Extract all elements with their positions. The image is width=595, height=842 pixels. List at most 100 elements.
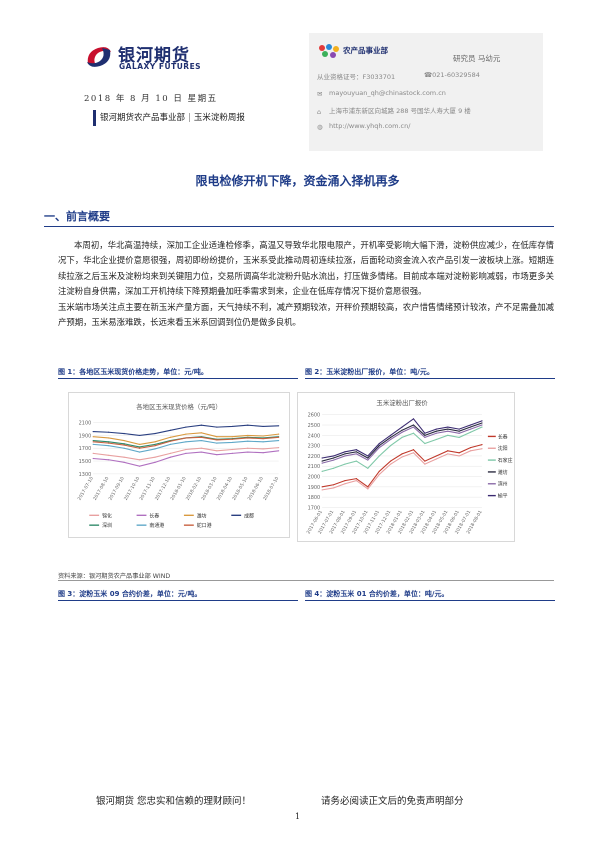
data-point bbox=[367, 457, 369, 459]
data-point bbox=[169, 452, 172, 454]
footer-disclaimer[interactable]: 请务必阅读正文后的免责声明部分 bbox=[321, 796, 464, 807]
y-tick-label: 1700 bbox=[79, 446, 92, 452]
data-point bbox=[390, 463, 392, 465]
data-point bbox=[92, 441, 94, 443]
x-tick-label: 2018-05-10 bbox=[231, 476, 249, 502]
data-point bbox=[154, 441, 156, 443]
data-point bbox=[344, 480, 346, 482]
chart-title: 各地区玉米现货价格（元/吨） bbox=[136, 402, 221, 411]
chart-2-svg: 玉米淀粉出厂报价 2600 2500 2400 2300 2200 2100 2000 1900… bbox=[306, 398, 513, 535]
data-point bbox=[123, 456, 125, 458]
data-point bbox=[481, 448, 483, 450]
data-point bbox=[458, 436, 460, 438]
website-row: ◍ http://www.yhqh.com.cn/ bbox=[317, 122, 410, 131]
data-point bbox=[447, 453, 449, 455]
data-point bbox=[247, 440, 249, 442]
data-point bbox=[378, 470, 380, 472]
data-point bbox=[481, 426, 483, 428]
data-point bbox=[355, 460, 357, 462]
data-point bbox=[435, 455, 437, 457]
data-point bbox=[216, 426, 218, 428]
data-point bbox=[154, 445, 156, 447]
x-tick-label: 2018-04-10 bbox=[216, 476, 234, 502]
data-point bbox=[185, 452, 187, 454]
data-point bbox=[154, 443, 156, 445]
chart-corn-spot-prices: 各地区玉米现货价格（元/吨） 2100 1900 1700 1500 1300 2017-0… bbox=[68, 392, 290, 538]
data-point bbox=[200, 432, 202, 434]
data-point bbox=[262, 448, 264, 450]
data-point bbox=[108, 445, 110, 447]
data-point bbox=[92, 436, 94, 438]
summary-body: 本周初，华北高温持续，深加工企业适逢检修季，高温又导致华北限电限产，开机率受影响… bbox=[58, 238, 554, 330]
legend-label: 长春 bbox=[498, 433, 508, 440]
x-tick-label: 2017-09-10 bbox=[108, 476, 126, 502]
data-point bbox=[378, 442, 380, 445]
y-tick-label: 1900 bbox=[79, 433, 92, 439]
y-tick-label: 2600 bbox=[308, 413, 321, 419]
department-badge: 农产品事业部 bbox=[317, 41, 417, 59]
company-logo: 银河期货 GALAXY FUTURES bbox=[84, 40, 224, 76]
data-point bbox=[231, 452, 233, 454]
qualification-number: 从业资格证号：F3033701 bbox=[317, 73, 396, 81]
data-point bbox=[138, 443, 141, 445]
data-point bbox=[458, 428, 460, 430]
data-point bbox=[435, 428, 437, 430]
data-point bbox=[231, 448, 233, 451]
figure-3-caption: 图 3：淀粉玉米 09 合约价差，单位：元/吨。 bbox=[58, 590, 202, 598]
section-heading: 一、前言概要 bbox=[44, 210, 110, 223]
data-point bbox=[278, 447, 280, 449]
brand-name-en: GALAXY FUTURES bbox=[119, 62, 202, 71]
phone-row: ☎021-60329584 bbox=[424, 71, 480, 79]
data-point bbox=[447, 430, 449, 432]
data-point bbox=[231, 441, 233, 444]
data-point bbox=[216, 442, 218, 444]
data-point bbox=[185, 433, 187, 435]
legend-label: 潍坊 bbox=[498, 469, 508, 476]
data-point bbox=[378, 445, 380, 447]
data-point bbox=[154, 461, 156, 463]
data-point bbox=[481, 443, 483, 446]
data-point bbox=[321, 470, 323, 472]
data-point bbox=[469, 426, 472, 428]
data-point bbox=[412, 449, 415, 451]
y-tick-label: 1800 bbox=[308, 495, 321, 501]
data-point bbox=[92, 430, 94, 433]
data-point bbox=[355, 451, 357, 453]
data-point bbox=[247, 451, 249, 453]
data-point bbox=[108, 437, 110, 439]
data-point bbox=[458, 455, 460, 457]
x-tick-label: 2018-02-10 bbox=[185, 476, 203, 502]
x-tick-label: 2017-08-10 bbox=[92, 476, 110, 502]
data-point bbox=[332, 455, 335, 457]
series-line-1 bbox=[322, 444, 483, 488]
data-point bbox=[469, 450, 472, 452]
data-point bbox=[169, 429, 172, 431]
analyst-name: 研究员 马幼元 bbox=[453, 54, 501, 63]
data-point bbox=[108, 441, 110, 443]
data-point bbox=[390, 436, 392, 438]
email-address[interactable]: mayouyuan_qh@chinastock.com.cn bbox=[329, 89, 446, 97]
data-point bbox=[278, 425, 280, 427]
data-point bbox=[92, 452, 94, 454]
chart-title: 玉米淀粉出厂报价 bbox=[376, 398, 428, 407]
figure-3-caption-rule bbox=[58, 600, 298, 601]
data-point bbox=[321, 460, 323, 462]
website-url[interactable]: http://www.yhqh.com.cn/ bbox=[329, 122, 411, 130]
address-icon: ⌂ bbox=[317, 108, 322, 116]
data-point bbox=[108, 459, 110, 461]
data-point bbox=[231, 438, 233, 440]
data-point bbox=[332, 459, 335, 461]
y-tick-label: 2100 bbox=[79, 421, 92, 427]
data-point bbox=[169, 436, 172, 438]
y-tick-label: 2500 bbox=[308, 423, 321, 429]
legend-label: 深圳 bbox=[102, 522, 112, 529]
data-point bbox=[344, 463, 346, 465]
data-point bbox=[481, 422, 483, 424]
report-date: 2018 年 8 月 10 日 星期五 bbox=[84, 94, 218, 104]
x-tick-label: 2018-03-10 bbox=[200, 476, 218, 502]
legend-label: 蛇口港 bbox=[197, 522, 212, 529]
x-tick-label: 2017-11-10 bbox=[138, 476, 156, 502]
data-point bbox=[390, 438, 392, 441]
data-point bbox=[185, 441, 187, 443]
figure-1-caption: 图 1：各地区玉米现货价格走势，单位：元/吨。 bbox=[58, 368, 208, 376]
